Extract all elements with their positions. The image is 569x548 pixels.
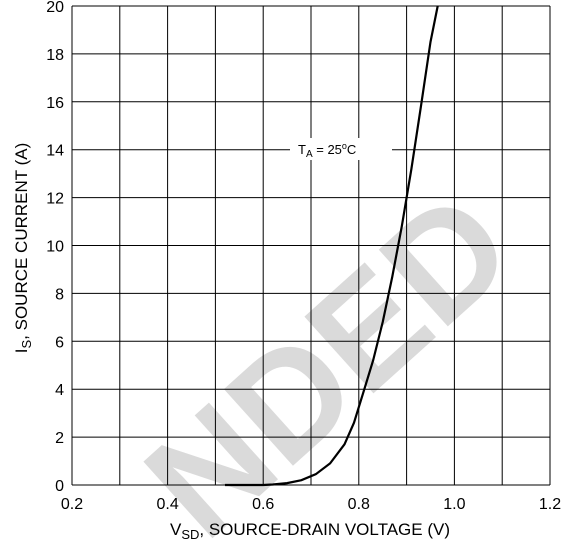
svg-text:TA = 25oC: TA = 25oC [298, 141, 356, 160]
x-axis-title: VSD, SOURCE-DRAIN VOLTAGE (V) [170, 520, 450, 542]
x-tick-label: 0.8 [348, 496, 370, 513]
x-axis-title-main: V [170, 520, 182, 539]
annotation-sub: A [306, 149, 313, 160]
annotation-main: T [298, 142, 306, 157]
y-tick-label: 14 [46, 143, 64, 160]
y-axis-title-sub: S [19, 340, 34, 349]
y-tick-labels: 0 2 4 6 8 10 12 14 16 18 20 [46, 0, 64, 495]
annotation-degree: o [342, 141, 347, 151]
x-axis-title-sub: SD [181, 527, 199, 542]
y-tick-label: 2 [55, 430, 64, 447]
y-tick-label: 18 [46, 47, 64, 64]
series-line [225, 5, 439, 487]
x-tick-label: 0.6 [252, 496, 274, 513]
y-tick-label: 0 [55, 478, 64, 495]
watermark-text: NDED [114, 160, 542, 548]
x-tick-labels: 0.2 0.4 0.6 0.8 1.0 1.2 [61, 496, 561, 513]
x-axis-title-rest: , SOURCE-DRAIN VOLTAGE (V) [199, 520, 450, 539]
y-axis-title: IS, SOURCE CURRENT (A) [12, 143, 34, 354]
y-tick-label: 10 [46, 239, 64, 256]
grid [71, 5, 551, 486]
y-tick-label: 16 [46, 95, 64, 112]
y-tick-label: 12 [46, 191, 64, 208]
y-tick-label: 6 [55, 334, 64, 351]
temperature-annotation: TA = 25oC [290, 138, 392, 160]
annotation-rest: = 25 [313, 142, 342, 157]
annotation-unit: C [347, 142, 356, 157]
x-tick-label: 1.0 [443, 496, 465, 513]
y-tick-label: 20 [46, 0, 64, 16]
x-tick-label: 1.2 [539, 496, 561, 513]
y-tick-label: 4 [55, 382, 64, 399]
x-tick-label: 0.2 [61, 496, 83, 513]
y-axis-title-rest: , SOURCE CURRENT (A) [12, 143, 31, 340]
y-axis-title-main: I [12, 349, 31, 354]
y-tick-label: 8 [55, 286, 64, 303]
x-tick-label: 0.4 [156, 496, 178, 513]
